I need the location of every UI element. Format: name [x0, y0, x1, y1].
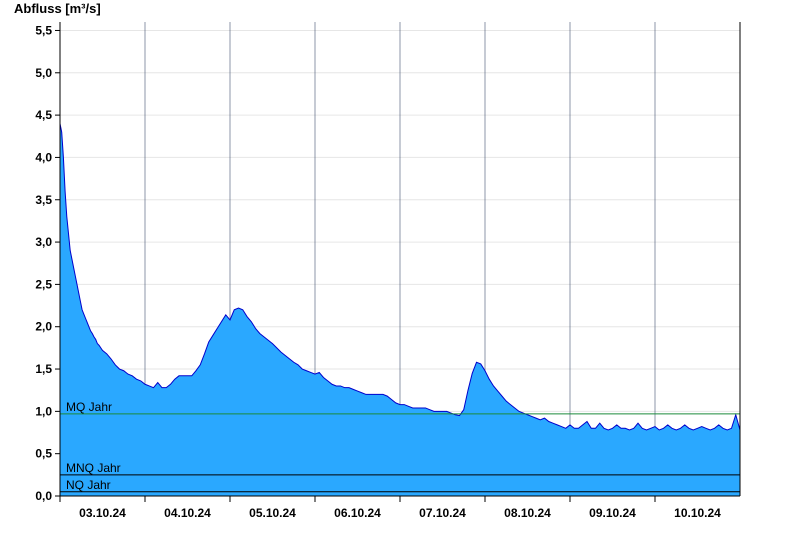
discharge-area-fill	[60, 123, 740, 497]
y-tick-label: 1,5	[35, 362, 52, 376]
y-tick-label: 1,0	[35, 404, 52, 418]
y-axis-label: Abfluss [m³/s]	[14, 1, 101, 16]
x-tick-label: 03.10.24	[79, 506, 126, 520]
reference-lines: MQ Jahr MNQ Jahr NQ Jahr	[60, 400, 740, 493]
y-tick-label: 3,5	[35, 193, 52, 207]
y-tick-label: 5,5	[35, 23, 52, 37]
x-tick-label: 05.10.24	[249, 506, 296, 520]
y-tick-label: 0,5	[35, 447, 52, 461]
y-tick-label: 2,5	[35, 277, 52, 291]
reference-line-label: MQ Jahr	[66, 400, 112, 414]
x-tick-label: 10.10.24	[674, 506, 721, 520]
x-tick-label: 09.10.24	[589, 506, 636, 520]
x-tick-label: 08.10.24	[504, 506, 551, 520]
x-tick-label: 04.10.24	[164, 506, 211, 520]
discharge-line	[59, 123, 741, 431]
axes: 0,0 0,5 1,0 1,5 2,0 2,5 3,0 3,5 4,0 4,5 5,0 5,5 03.1…	[35, 22, 741, 520]
y-tick-label: 3,0	[35, 235, 52, 249]
y-tick-label: 5,0	[35, 66, 52, 80]
reference-line-label: MNQ Jahr	[66, 461, 121, 475]
x-tick-label: 06.10.24	[334, 506, 381, 520]
reference-line-label: NQ Jahr	[66, 478, 111, 492]
y-tick-label: 0,0	[35, 489, 52, 503]
y-tick-label: 4,5	[35, 108, 52, 122]
x-tick-label: 07.10.24	[419, 506, 466, 520]
y-tick-label: 2,0	[35, 320, 52, 334]
discharge-area-series	[59, 123, 741, 497]
y-tick-label: 4,0	[35, 150, 52, 164]
